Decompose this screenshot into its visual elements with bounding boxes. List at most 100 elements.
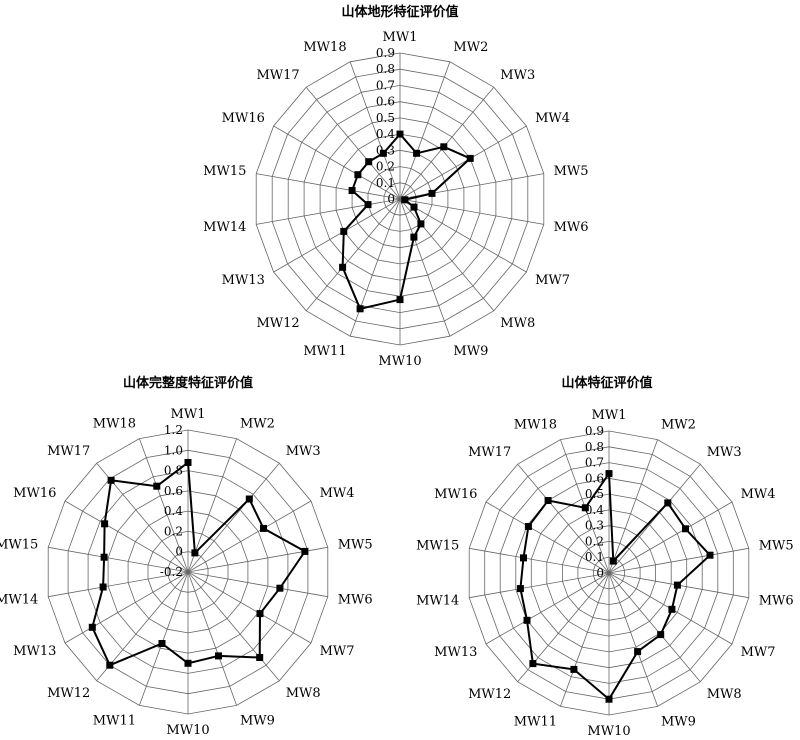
category-label: MW1 bbox=[383, 30, 418, 45]
category-label: MW15 bbox=[203, 164, 246, 179]
category-label: MW13 bbox=[13, 644, 56, 659]
r-tick-label: 0.9 bbox=[585, 424, 604, 438]
axis-spoke bbox=[608, 547, 749, 574]
axis-spoke bbox=[139, 571, 189, 706]
data-point bbox=[520, 554, 527, 562]
axis-spoke bbox=[187, 571, 312, 644]
r-tick-label: 0.8 bbox=[585, 440, 604, 454]
axis-spoke bbox=[273, 198, 401, 273]
data-point bbox=[256, 654, 264, 661]
category-label: MW5 bbox=[554, 164, 589, 179]
data-point bbox=[153, 482, 161, 490]
category-label: MW7 bbox=[320, 644, 355, 659]
category-label: MW13 bbox=[434, 645, 477, 660]
r-tick-label: 0.6 bbox=[376, 95, 395, 109]
r-tick-label: 0.6 bbox=[164, 484, 183, 498]
axis-spoke bbox=[349, 61, 401, 200]
category-label: MW8 bbox=[500, 316, 535, 331]
axis-spoke bbox=[187, 571, 237, 706]
category-label: MW18 bbox=[303, 40, 346, 55]
data-point bbox=[396, 296, 404, 304]
category-label: MW8 bbox=[286, 686, 321, 701]
r-tick-label: 0.8 bbox=[376, 62, 395, 76]
category-label: MW3 bbox=[500, 68, 535, 83]
r-tick-label: 0.7 bbox=[376, 78, 395, 92]
r-tick-label: 0 bbox=[175, 545, 183, 559]
data-point bbox=[605, 695, 613, 703]
category-label: MW6 bbox=[759, 593, 794, 608]
data-point bbox=[417, 220, 425, 228]
category-label: MW17 bbox=[468, 445, 511, 460]
category-label: MW11 bbox=[303, 344, 346, 359]
data-point bbox=[516, 585, 524, 593]
data-point bbox=[276, 584, 284, 592]
data-point bbox=[524, 523, 532, 530]
data-point bbox=[260, 524, 267, 532]
category-label: MW11 bbox=[514, 715, 557, 730]
data-point bbox=[428, 189, 436, 197]
category-label: MW14 bbox=[416, 593, 459, 608]
category-label: MW15 bbox=[416, 539, 459, 554]
axis-spoke bbox=[399, 86, 495, 200]
series-line bbox=[519, 470, 712, 701]
category-label: MW7 bbox=[741, 645, 776, 660]
category-label: MW18 bbox=[514, 418, 557, 433]
category-label: MW12 bbox=[468, 687, 511, 702]
data-point bbox=[184, 459, 192, 466]
r-tick-label: 0.8 bbox=[164, 464, 183, 478]
data-point bbox=[348, 187, 356, 194]
category-label: MW3 bbox=[707, 445, 742, 460]
chart-title: 山体地形特征评价值 bbox=[341, 4, 458, 20]
category-label: MW2 bbox=[661, 418, 696, 433]
data-point bbox=[158, 640, 166, 647]
r-tick-label: 0.2 bbox=[376, 160, 395, 174]
data-point bbox=[466, 154, 474, 162]
data-point bbox=[88, 623, 96, 631]
axis-spoke bbox=[560, 572, 610, 707]
axis-spoke bbox=[139, 438, 189, 573]
category-label: MW2 bbox=[453, 40, 488, 55]
category-label: MW16 bbox=[222, 111, 265, 126]
category-label: MW17 bbox=[256, 68, 299, 83]
data-point bbox=[101, 520, 109, 528]
axis-spoke bbox=[399, 198, 544, 225]
axis-spoke bbox=[273, 125, 401, 200]
axis-spoke bbox=[187, 571, 328, 598]
category-label: MW14 bbox=[203, 220, 246, 235]
data-point bbox=[301, 547, 309, 555]
data-point bbox=[413, 149, 421, 157]
axis-spoke bbox=[256, 173, 401, 200]
category-label: MW3 bbox=[286, 444, 321, 459]
r-tick-label: 0.3 bbox=[585, 519, 604, 533]
r-tick-label: 0 bbox=[387, 192, 395, 206]
category-label: MW5 bbox=[338, 538, 373, 553]
data-point bbox=[668, 605, 676, 613]
axis-spoke bbox=[305, 198, 401, 312]
category-label: MW11 bbox=[93, 714, 136, 729]
category-label: MW13 bbox=[222, 273, 265, 288]
category-label: MW12 bbox=[256, 316, 299, 331]
category-label: MW6 bbox=[338, 592, 373, 607]
data-point bbox=[354, 171, 362, 179]
data-point bbox=[581, 504, 589, 512]
terrain-radar-chart: 山体地形特征评价值 00.10.20.30.40.50.60.70.80.9MW… bbox=[203, 4, 588, 369]
category-label: MW9 bbox=[661, 715, 696, 730]
axis-spoke bbox=[48, 571, 189, 598]
category-label: MW7 bbox=[535, 273, 570, 288]
data-point bbox=[706, 551, 714, 559]
axis-spoke bbox=[187, 462, 280, 573]
axis-spoke bbox=[608, 439, 658, 574]
axis-spoke bbox=[399, 125, 527, 200]
r-tick-label: -0.2 bbox=[160, 565, 183, 579]
axis-spoke bbox=[349, 198, 401, 337]
axis-spoke bbox=[399, 61, 451, 200]
category-label: MW1 bbox=[592, 408, 627, 423]
r-tick-label: 0.5 bbox=[376, 111, 395, 125]
data-point bbox=[256, 610, 264, 618]
category-label: MW4 bbox=[741, 487, 776, 502]
axis-spoke bbox=[517, 463, 610, 574]
data-point bbox=[664, 499, 672, 507]
data-point bbox=[682, 525, 689, 533]
data-point bbox=[544, 497, 552, 504]
